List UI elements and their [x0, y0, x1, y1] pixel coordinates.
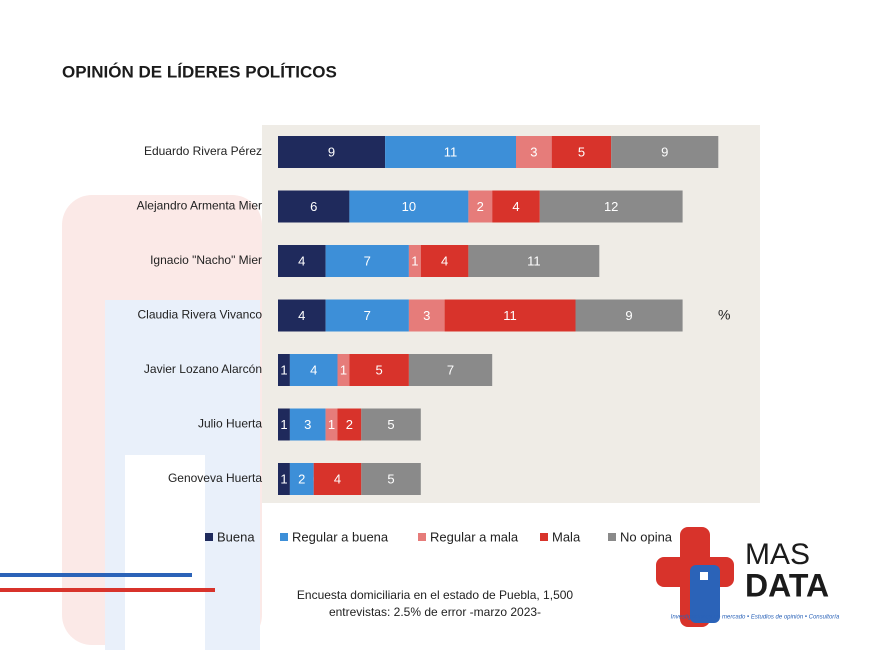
data-label: 5 — [387, 417, 394, 432]
category-label: Javier Lozano Alarcón — [144, 362, 262, 376]
bar-segment — [420, 245, 469, 277]
bar-segment — [408, 299, 445, 332]
data-label: 2 — [346, 417, 353, 432]
data-label: 7 — [364, 308, 371, 323]
data-label: 2 — [477, 199, 484, 214]
bar-segment — [492, 190, 540, 223]
category-label: Genoveva Huerta — [168, 471, 262, 485]
bar-segment — [325, 408, 338, 441]
data-label: 3 — [304, 417, 311, 432]
bar-segment — [408, 354, 493, 386]
legend-swatch — [205, 533, 213, 541]
bar-segment — [516, 136, 552, 168]
data-label: 11 — [503, 308, 517, 323]
chart-title: OPINIÓN DE LÍDERES POLÍTICOS — [62, 62, 337, 81]
data-label: 3 — [423, 308, 430, 323]
legend-swatch — [540, 533, 548, 541]
data-label: 5 — [376, 362, 383, 377]
data-label: 1 — [280, 471, 287, 486]
note: Encuesta domiciliaria en el estado de Pu… — [297, 588, 574, 602]
category-label: Alejandro Armenta Mier — [137, 199, 262, 213]
data-label: 1 — [328, 417, 335, 432]
category-label: Ignacio "Nacho" Mier — [150, 253, 262, 267]
bar-segment — [313, 463, 362, 495]
data-label: 7 — [364, 253, 371, 268]
bar-segment — [325, 245, 409, 277]
data-label: 9 — [625, 308, 632, 323]
unit-annotation: % — [718, 307, 730, 323]
bar-segment — [551, 136, 612, 168]
data-label: 6 — [310, 199, 317, 214]
bar-segment — [468, 190, 493, 223]
bar-segment — [361, 463, 421, 495]
bar-segment — [385, 136, 516, 168]
data-label: 9 — [661, 144, 668, 159]
legend-label: Regular a buena — [292, 529, 389, 544]
bar-segment — [444, 299, 576, 332]
bar-segment — [278, 245, 326, 277]
data-label: 5 — [387, 471, 394, 486]
data-label: 2 — [298, 471, 305, 486]
data-label: 1 — [340, 362, 347, 377]
category-label: Claudia Rivera Vivanco — [137, 308, 262, 322]
bar-segment — [278, 354, 290, 386]
logo-text: DATA — [745, 567, 829, 603]
category-label: Eduardo Rivera Pérez — [144, 144, 262, 158]
legend-swatch — [418, 533, 426, 541]
data-label: 4 — [334, 471, 341, 486]
bar-segment — [278, 408, 290, 441]
bar-segment — [361, 408, 421, 441]
data-label: 1 — [280, 417, 287, 432]
bar-segment — [278, 463, 290, 495]
data-label: 1 — [280, 362, 287, 377]
bar-segment — [278, 299, 326, 332]
legend-swatch — [608, 533, 616, 541]
data-label: 1 — [411, 253, 418, 268]
logo: MAS DATA Investigaciones de mercado • Es… — [656, 527, 840, 627]
data-label: 4 — [441, 253, 448, 268]
bar-segment — [611, 136, 719, 168]
bar-segment — [349, 190, 469, 223]
bar-segment — [278, 190, 350, 223]
legend-label: No opina — [620, 529, 673, 544]
data-label: 4 — [310, 362, 317, 377]
data-label: 7 — [447, 362, 454, 377]
bar-segment — [575, 299, 683, 332]
legend-label: Mala — [552, 529, 581, 544]
bar-segment — [278, 136, 386, 168]
data-label: 12 — [604, 199, 618, 214]
logo-tagline: Investigaciones de mercado • Estudios de… — [671, 615, 840, 621]
data-label: 3 — [530, 144, 537, 159]
bar-segment — [408, 245, 421, 277]
data-label: 11 — [527, 253, 541, 268]
data-label: 4 — [298, 253, 305, 268]
data-label: 9 — [328, 144, 335, 159]
legend-swatch — [280, 533, 288, 541]
logo-text: MAS — [745, 538, 810, 571]
data-label: 5 — [578, 144, 585, 159]
note: entrevistas: 2.5% de error -marzo 2023- — [329, 605, 541, 619]
bar-segment — [337, 408, 362, 441]
data-label: 10 — [402, 199, 416, 214]
data-label: 4 — [512, 199, 519, 214]
legend-label: Buena — [217, 529, 255, 544]
bar-segment — [468, 245, 600, 277]
bar-segment — [289, 354, 338, 386]
bar-segment — [349, 354, 409, 386]
bar-segment — [337, 354, 350, 386]
bar-segment — [539, 190, 683, 223]
bar-segment — [289, 408, 326, 441]
legend-label: Regular a mala — [430, 529, 519, 544]
bar-segment — [325, 299, 409, 332]
category-label: Julio Huerta — [198, 417, 262, 431]
bar-segment — [289, 463, 314, 495]
data-label: 4 — [298, 308, 305, 323]
data-label: 11 — [444, 144, 458, 159]
